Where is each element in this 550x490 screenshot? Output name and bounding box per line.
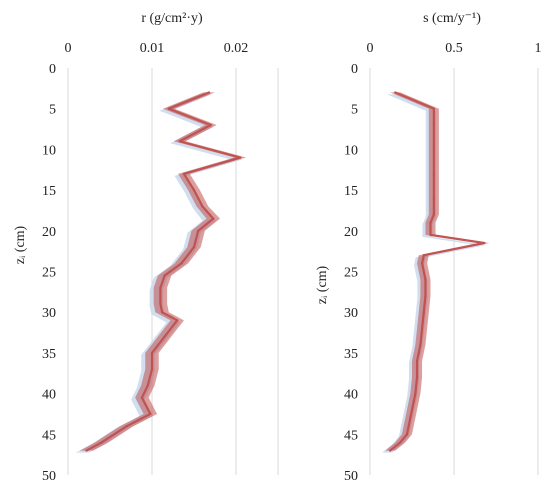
data-point xyxy=(178,140,181,143)
data-point xyxy=(483,241,486,245)
data-point xyxy=(149,412,152,416)
data-point xyxy=(424,294,427,298)
data-point xyxy=(409,416,412,420)
data-point xyxy=(414,392,417,395)
data-point xyxy=(412,400,415,403)
error-envelope xyxy=(385,92,490,451)
data-point xyxy=(432,197,435,200)
y-tick-label: 0 xyxy=(351,62,358,77)
data-point xyxy=(150,351,154,354)
data-point xyxy=(419,343,422,346)
data-point xyxy=(159,286,162,289)
data-point xyxy=(208,91,211,94)
data-point xyxy=(146,384,149,387)
data-point xyxy=(420,262,424,265)
y-tick-label: 35 xyxy=(42,347,56,362)
data-point xyxy=(212,217,215,220)
y-tick-label: 45 xyxy=(42,428,56,443)
data-point xyxy=(160,311,164,314)
data-point xyxy=(432,123,435,127)
y-tick-label: 50 xyxy=(42,469,56,484)
chart-title: r (g/cm²·y) xyxy=(141,11,203,26)
y-tick-label: 10 xyxy=(344,143,358,158)
series-line xyxy=(389,91,486,452)
data-point xyxy=(415,359,419,363)
y-tick-label: 30 xyxy=(42,306,56,321)
y-tick-label: 15 xyxy=(42,184,56,199)
chart-r: 0 0.01 0.02 0 5 10 15 20 25 30 35 40 45 50 r (g/cm²·y)… xyxy=(13,11,279,484)
y-tick-label: 25 xyxy=(344,266,358,281)
y-tick-label: 40 xyxy=(344,388,358,403)
data-point xyxy=(159,302,162,306)
y-tick-label: 5 xyxy=(49,103,56,118)
data-point xyxy=(197,229,200,232)
y-axis-title: zᵢ (cm) xyxy=(315,265,330,304)
y-tick-label: 15 xyxy=(344,184,358,199)
data-point xyxy=(182,172,186,175)
data-point xyxy=(167,107,170,110)
data-point xyxy=(399,441,402,444)
y-tick-label: 50 xyxy=(344,469,358,484)
data-point xyxy=(432,107,435,110)
x-tick-label: 0 xyxy=(367,41,374,56)
data-point xyxy=(209,123,212,127)
data-point xyxy=(429,233,432,236)
data-point xyxy=(424,278,427,281)
data-point xyxy=(239,156,242,159)
x-tick-label: 0 xyxy=(65,41,72,56)
y-tick-label: 20 xyxy=(42,225,56,240)
y-tick-label: 30 xyxy=(344,306,358,321)
data-point xyxy=(420,327,424,330)
x-tick-label: 0.02 xyxy=(224,41,249,56)
y-tick-label: 0 xyxy=(49,62,56,77)
data-point xyxy=(150,368,154,371)
x-tick-label: 0.01 xyxy=(140,41,165,56)
data-point xyxy=(405,433,409,436)
data-point xyxy=(176,319,179,322)
series-line xyxy=(85,91,242,452)
x-tick-label: 0.5 xyxy=(445,41,463,56)
data-point xyxy=(140,396,144,399)
uncertainty-band xyxy=(75,94,243,453)
x-tick-label: 1 xyxy=(535,41,542,56)
data-point xyxy=(429,221,432,224)
data-point xyxy=(422,254,425,257)
y-tick-label: 25 xyxy=(42,266,56,281)
y-tick-label: 5 xyxy=(351,103,358,118)
y-tick-label: 45 xyxy=(344,428,358,443)
data-point xyxy=(417,351,420,354)
data-point xyxy=(422,311,425,314)
data-point xyxy=(394,91,397,94)
data-point xyxy=(85,449,88,452)
y-axis-title: zᵢ (cm) xyxy=(13,225,28,264)
data-point xyxy=(125,425,128,428)
y-tick-label: 20 xyxy=(344,225,358,240)
data-point xyxy=(432,172,435,175)
data-point xyxy=(432,148,435,151)
data-point xyxy=(415,376,419,379)
chart-title: s (cm/y⁻¹) xyxy=(423,11,481,26)
y-tick-label: 10 xyxy=(42,143,56,158)
y-tick-label: 35 xyxy=(344,347,358,362)
data-point xyxy=(163,274,166,277)
data-point xyxy=(163,335,166,338)
data-point xyxy=(192,189,196,192)
data-point xyxy=(432,213,435,216)
data-point xyxy=(100,441,103,444)
y-tick-label: 40 xyxy=(42,388,56,403)
data-point xyxy=(201,205,204,208)
data-point xyxy=(192,245,196,249)
data-point xyxy=(180,262,183,265)
data-point xyxy=(389,449,392,452)
